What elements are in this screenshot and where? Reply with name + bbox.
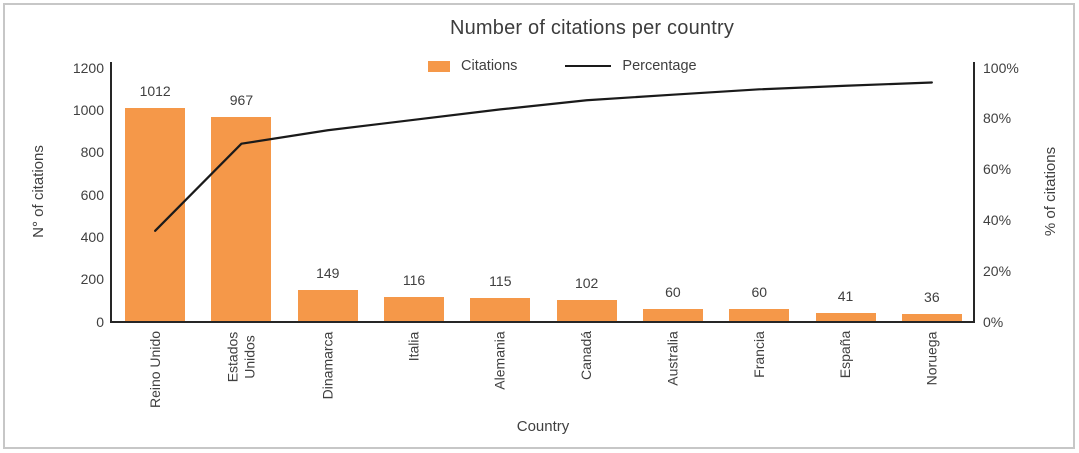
bar-value-label: 1012 xyxy=(139,82,171,99)
bar-value-label: 60 xyxy=(665,284,681,301)
y-left-tick-label: 1000 xyxy=(72,101,104,118)
bar-value-label: 36 xyxy=(924,289,940,306)
bar-value-label: 149 xyxy=(316,265,340,282)
figure-border xyxy=(3,3,1075,449)
bar-value-label: 115 xyxy=(489,272,512,289)
y-left-tick-label: 1200 xyxy=(72,59,104,76)
bar-alemania xyxy=(470,297,531,323)
y-right-tick-label: 40% xyxy=(983,211,1012,228)
chart-title: Number of citations per country xyxy=(449,17,735,39)
bar-estados-unidos xyxy=(211,117,272,323)
y-left-tick-label: 600 xyxy=(80,186,104,203)
x-category-label: Noruega xyxy=(923,331,940,385)
bar-dinamarca xyxy=(297,290,358,323)
y-right-tick-label: 80% xyxy=(983,110,1012,127)
axis-line-right xyxy=(973,62,975,323)
axis-line-bottom xyxy=(110,321,975,323)
y-right-tick-label: 20% xyxy=(983,262,1012,279)
bar-reino-unido xyxy=(125,107,186,323)
legend-label-citations: Citations xyxy=(461,58,518,74)
bar-australia xyxy=(642,309,703,323)
legend-swatch-citations xyxy=(428,60,450,72)
y-right-tick-label: 100% xyxy=(983,59,1019,76)
x-axis-title: Country xyxy=(516,418,570,435)
x-category-label: España xyxy=(837,330,854,379)
bar-canad xyxy=(556,300,617,323)
y-left-tick-label: 400 xyxy=(80,228,104,245)
legend: Citations Percentage xyxy=(428,56,697,76)
bar-value-label: 60 xyxy=(751,284,768,301)
legend-line-icon xyxy=(565,65,612,67)
bar-value-label: 116 xyxy=(402,272,426,289)
x-category-label: Francia xyxy=(750,331,767,378)
axis-line-left xyxy=(110,62,112,323)
bar-francia xyxy=(729,309,790,323)
x-category-label: Canadá xyxy=(578,330,595,381)
x-category-label: Estados Unidos xyxy=(224,331,258,382)
x-category-label: Dinamarca xyxy=(319,331,336,399)
bar-value-label: 41 xyxy=(837,288,854,305)
y-right-tick-label: 0% xyxy=(983,313,1004,330)
x-category-label: Italia xyxy=(405,331,422,361)
bar-noruega xyxy=(901,314,962,323)
bar-value-label: 102 xyxy=(574,275,599,292)
x-category-label: Reino Unido xyxy=(146,330,163,409)
x-category-label: Alemania xyxy=(492,330,509,390)
bar-value-label: 967 xyxy=(229,92,254,109)
y-right-tick-label: 60% xyxy=(983,161,1012,178)
legend-label-percentage: Percentage xyxy=(622,58,697,74)
x-category-label: Australia xyxy=(664,330,681,386)
bar-espa-a xyxy=(815,313,876,323)
y-left-tick-label: 200 xyxy=(80,271,104,288)
y-left-tick-label: 0 xyxy=(96,313,104,330)
bar-italia xyxy=(384,297,445,323)
y-left-tick-label: 800 xyxy=(80,144,104,161)
